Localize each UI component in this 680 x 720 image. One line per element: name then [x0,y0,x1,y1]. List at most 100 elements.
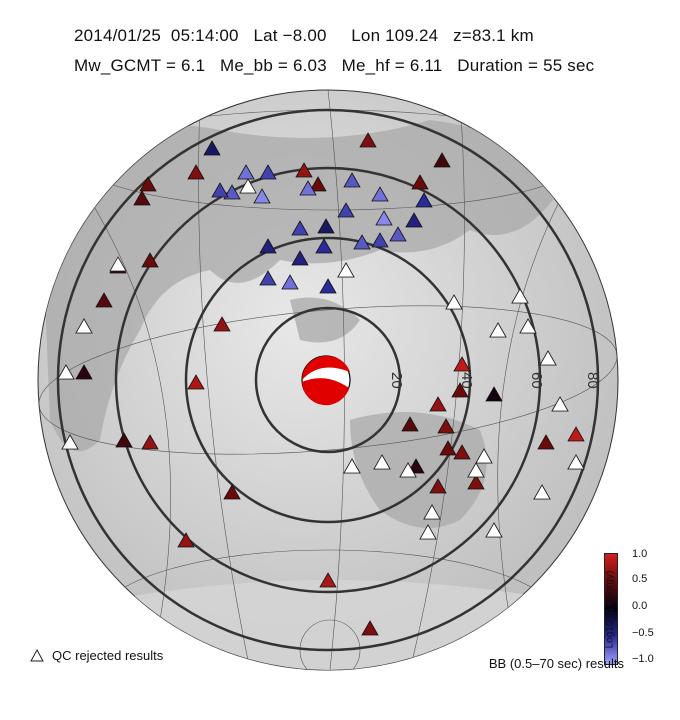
station-marker [371,232,389,248]
colorbar-tick: 0.5 [632,573,648,585]
qc-rejected-marker [61,434,79,450]
qc-rejected-marker [419,524,437,540]
bb-results-label: BB (0.5–70 sec) results [488,656,624,671]
station-marker [375,210,393,226]
station-marker [187,164,205,180]
station-marker [429,478,447,494]
station-marker [453,444,471,460]
station-marker [75,364,93,380]
station-marker [203,140,221,156]
station-marker [343,172,361,188]
station-marker [115,432,133,448]
station-marker [291,220,309,236]
ring-label-80: 80 [584,372,601,389]
station-marker [317,218,335,234]
station-marker [415,192,433,208]
ring-40 [184,236,472,524]
station-marker [139,176,157,192]
qc-rejected-marker [539,350,557,366]
qc-rejected-marker [567,454,585,470]
qc-rejected-marker [57,364,75,380]
qc-rejected-label: QC rejected results [52,648,164,663]
ring-labels: 20 40 60 80 [388,372,601,389]
station-marker [177,532,195,548]
station-marker [259,270,277,286]
qc-rejected-marker [399,462,417,478]
station-marker [467,474,485,490]
station-marker [237,164,255,180]
distance-rings [56,108,600,652]
station-marker [429,396,447,412]
colorbar-tick: 1.0 [632,548,648,560]
open-triangle-icon [30,649,44,662]
station-marker [299,180,317,196]
station-marker [253,188,271,204]
qc-rejected-marker [239,178,257,194]
ring-label-40: 40 [458,372,475,389]
qc-rejected-marker [423,504,441,520]
station-marker [353,234,371,250]
station-marker [133,190,151,206]
qc-rejected-marker [519,318,537,334]
station-marker [187,374,205,390]
station-marker [411,174,429,190]
qc-rejected-marker [475,448,493,464]
station-marker [485,386,503,402]
energy-colorbar [604,553,618,665]
qc-rejected-marker [109,256,127,272]
ring-80 [56,108,600,652]
station-marker [309,176,327,192]
station-marker [319,572,337,588]
station-marker [295,162,313,178]
station-marker [141,434,159,450]
colorbar-tick: −1.0 [632,653,654,665]
station-marker [439,440,457,456]
station-marker [141,252,159,268]
ring-label-20: 20 [388,372,405,389]
colorbar-tick: 0.0 [632,600,648,612]
qc-rejected-marker [485,522,503,538]
qc-rejected-marker [373,454,391,470]
station-marker [211,182,229,198]
qc-rejected-legend: QC rejected results [30,648,163,663]
station-marker [337,202,355,218]
station-marker [259,238,277,254]
station-marker [95,292,113,308]
colorbar-title: Log10 (Δ Energy) [604,570,616,649]
qc-rejected-marker [511,288,529,304]
station-marker [359,132,377,148]
colorbar-tick: −0.5 [632,627,654,639]
qc-rejected-marker [445,294,463,310]
station-markers [57,132,585,636]
station-marker [213,316,231,332]
station-marker [319,278,337,294]
station-marker [223,484,241,500]
station-marker [291,250,309,266]
qc-rejected-marker [75,318,93,334]
qc-rejected-marker [337,262,355,278]
ring-label-60: 60 [528,372,545,389]
focal-mechanism-beachball [301,355,351,406]
station-marker [437,418,455,434]
event-info-line: 2014/01/25 05:14:00 Lat −8.00 Lon 109.24… [74,26,534,45]
station-marker [567,426,585,442]
ring-60 [114,166,542,594]
station-marker [259,164,277,180]
ring-20 [254,306,402,454]
station-marker [401,416,419,432]
qc-rejected-marker [551,396,569,412]
qc-rejected-marker [533,484,551,500]
station-marker [389,226,407,242]
qc-rejected-marker [489,322,507,338]
magnitude-info-line: Mw_GCMT = 6.1 Me_bb = 6.03 Me_hf = 6.11 … [74,56,595,75]
station-marker [451,382,469,398]
station-marker [433,152,451,168]
station-marker [537,434,555,450]
qc-rejected-marker [343,458,361,474]
qc-rejected-marker [467,462,485,478]
station-marker [223,184,241,200]
station-marker [405,212,423,228]
station-marker [361,620,379,636]
station-marker [453,356,471,372]
